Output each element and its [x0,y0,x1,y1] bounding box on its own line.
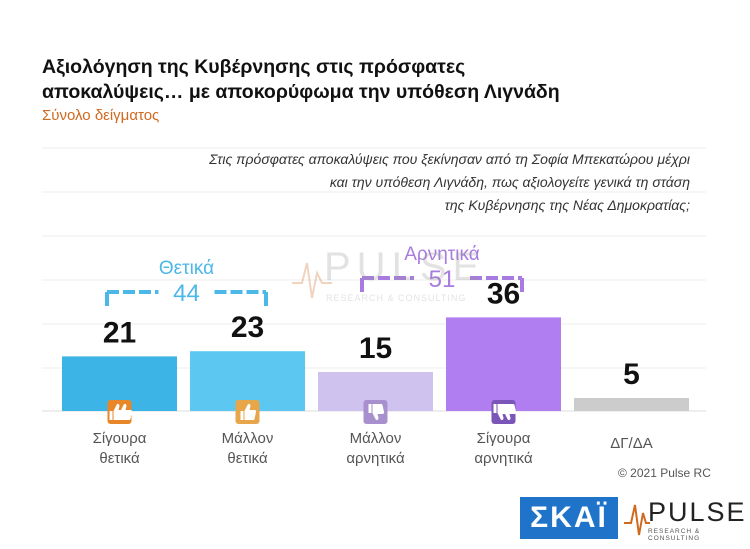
survey-question: Στις πρόσφατες αποκαλύψεις που ξεκίνησαν… [130,148,690,217]
pulse-logo: PULSE RESEARCH & CONSULTING [624,497,745,542]
chart-subtitle: Σύνολο δείγματος [42,107,160,124]
value-label-1: 21 [103,316,136,349]
chart-title: Αξιολόγηση της Κυβέρνησης στις πρόσφατες… [42,55,642,105]
thumb-glyph [116,403,133,420]
value-label-2: 23 [231,311,264,344]
skai-logo: ΣΚΑΪ [520,497,618,539]
pulse-logo-word: PULSE [648,497,747,527]
question-line-1: Στις πρόσφατες αποκαλύψεις που ξεκίνησαν… [209,151,690,167]
bar-5 [574,398,689,411]
pulse-logo-sub: RESEARCH & CONSULTING [648,528,701,542]
category-label-3: αρνητικά [346,450,405,467]
question-line-2: και την υπόθεση Λιγνάδη, πως αξιολογείτε… [329,174,690,190]
question-line-3: της Κυβέρνησης της Νέας Δημοκρατίας; [444,197,690,213]
thumb-glyph [368,404,385,421]
title-line-2: αποκαλύψεις… με αποκορύφωμα την υπόθεση … [42,81,560,103]
pulse-wave-icon [624,504,650,536]
bar-4 [446,317,561,411]
category-label-1: θετικά [99,450,140,467]
negative-group-label: Αρνητικά [404,244,480,265]
category-label-4: Σίγουρα [477,430,531,447]
category-label-3: Μάλλον [350,430,402,447]
value-label-3: 15 [359,332,392,365]
category-label-1: Σίγουρα [93,430,147,447]
copyright: © 2021 Pulse RC [618,466,711,480]
category-label-5: ΔΓ/ΔΑ [610,435,652,452]
title-line-1: Αξιολόγηση της Κυβέρνησης στις πρόσφατες [42,56,466,78]
positive-group-total: 44 [173,280,200,307]
category-label-2: Μάλλον [222,430,274,447]
value-label-5: 5 [623,358,640,391]
negative-group-total: 51 [429,266,456,293]
positive-group-label: Θετικά [159,258,214,279]
category-label-4: αρνητικά [474,450,533,467]
category-label-2: θετικά [227,450,268,467]
thumb-glyph [500,404,517,421]
value-label-4: 36 [487,277,520,310]
thumb-glyph [240,403,257,420]
